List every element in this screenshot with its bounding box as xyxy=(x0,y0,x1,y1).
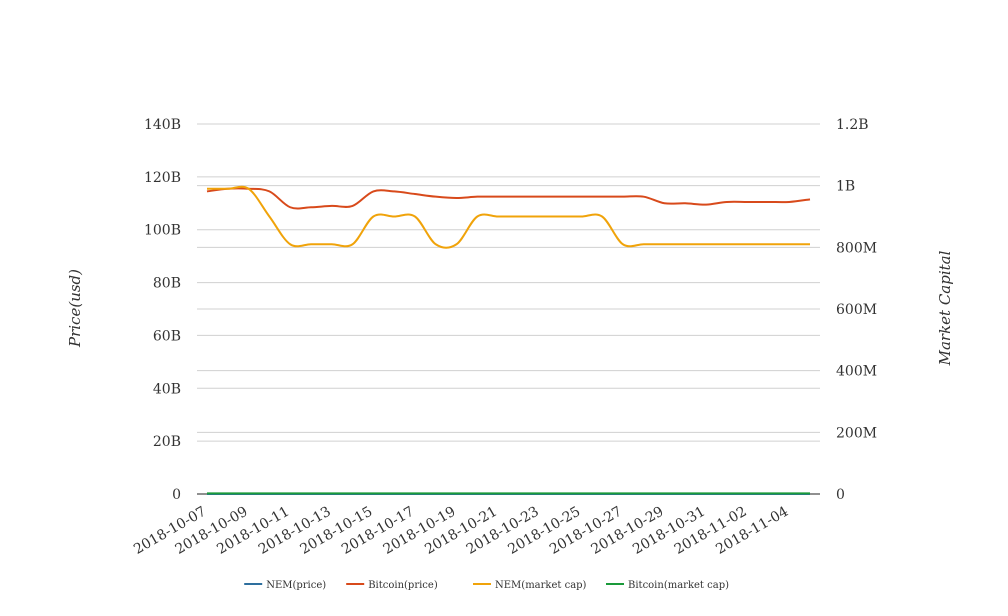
y2-axis-title: Market Capital xyxy=(936,250,954,366)
grid xyxy=(197,123,820,442)
y-tick-label: 140B xyxy=(144,117,181,133)
legend-label: Bitcoin(price) xyxy=(368,580,438,591)
legend-label: NEM(price) xyxy=(266,580,326,591)
y2-tick-label: 0 xyxy=(836,487,845,503)
y-tick-label: 120B xyxy=(144,170,181,186)
series xyxy=(206,185,811,495)
y2-tick-label: 400M xyxy=(836,364,877,380)
y-tick-label: 80B xyxy=(153,276,181,292)
y-tick-label: 60B xyxy=(153,328,181,344)
y-tick-label: 0 xyxy=(172,487,181,503)
y-tick-label: 40B xyxy=(153,381,181,397)
y-tick-label: 20B xyxy=(153,434,181,450)
y-tick-label: 100B xyxy=(144,223,181,239)
y2-tick-label: 1.2B xyxy=(836,117,869,133)
legend-label: Bitcoin(market cap) xyxy=(628,580,729,591)
series-line-bitcoin-price xyxy=(206,187,811,210)
y-axis-left: 0 20B 40B 60B 80B 100B 120B 140B xyxy=(144,117,181,503)
legend: NEM(price) Bitcoin(price) NEM(market cap) B… xyxy=(244,580,729,591)
series-line-nem-market-cap xyxy=(207,185,810,249)
y2-tick-label: 800M xyxy=(836,240,877,256)
y-axis-title: Price(usd) xyxy=(66,269,84,348)
y2-tick-label: 200M xyxy=(836,425,877,441)
y2-tick-label: 600M xyxy=(836,302,877,318)
y-axis-right: 0 200M 400M 600M 800M 1B 1.2B xyxy=(836,117,877,503)
y2-tick-label: 1B xyxy=(836,179,855,195)
legend-label: NEM(market cap) xyxy=(495,580,587,591)
x-axis: 2018-10-072018-10-092018-10-112018-10-13… xyxy=(131,493,820,558)
